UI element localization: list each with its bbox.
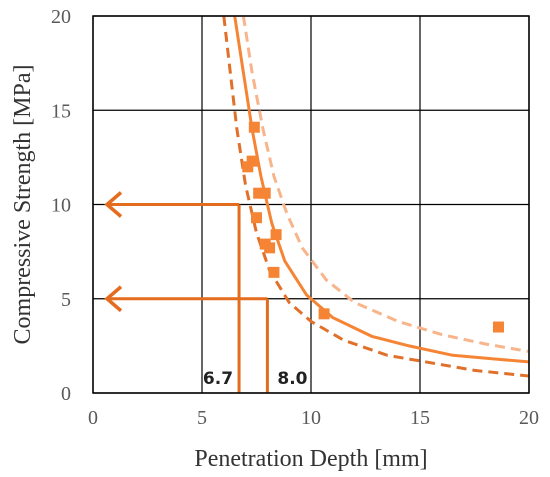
- x-tick-label: 0: [88, 407, 98, 429]
- lower-bound-curve: [222, 16, 529, 378]
- data-point: [248, 121, 260, 133]
- data-point: [246, 155, 258, 167]
- x-tick-label: 10: [301, 407, 321, 429]
- data-point: [251, 212, 262, 224]
- y-axis-title: Compressive Strength [MPa]: [10, 65, 36, 345]
- x-axis-title: Penetration Depth [mm]: [194, 446, 427, 472]
- data-point: [492, 321, 504, 333]
- ticks-layer: 0 5 10 15 20 0 5 10 15 20: [51, 6, 539, 429]
- y-tick-label: 20: [51, 6, 71, 28]
- annotation-label: 6.7: [203, 369, 233, 389]
- annotation-arrow-head: [104, 285, 123, 313]
- data-point: [253, 187, 265, 199]
- y-tick-label: 10: [51, 195, 71, 217]
- annotation-label: 8.0: [277, 369, 307, 389]
- data-point: [264, 242, 276, 254]
- annotation-layer: 6.7 8.0: [104, 191, 308, 393]
- upper-bound-curve: [241, 16, 529, 353]
- x-tick-label: 15: [410, 407, 430, 429]
- annotation-arrow-head: [104, 191, 123, 218]
- x-tick-label: 20: [519, 407, 539, 429]
- data-point: [270, 229, 282, 241]
- data-point: [242, 161, 254, 173]
- y-tick-label: 15: [51, 100, 71, 122]
- y-tick-label: 5: [61, 289, 71, 311]
- plot-frame: [92, 15, 530, 394]
- data-point: [318, 308, 330, 320]
- points-layer: [242, 121, 504, 333]
- data-point: [268, 266, 280, 278]
- data-point: [259, 187, 271, 199]
- y-tick-label: 0: [61, 383, 71, 405]
- x-tick-label: 5: [197, 407, 207, 429]
